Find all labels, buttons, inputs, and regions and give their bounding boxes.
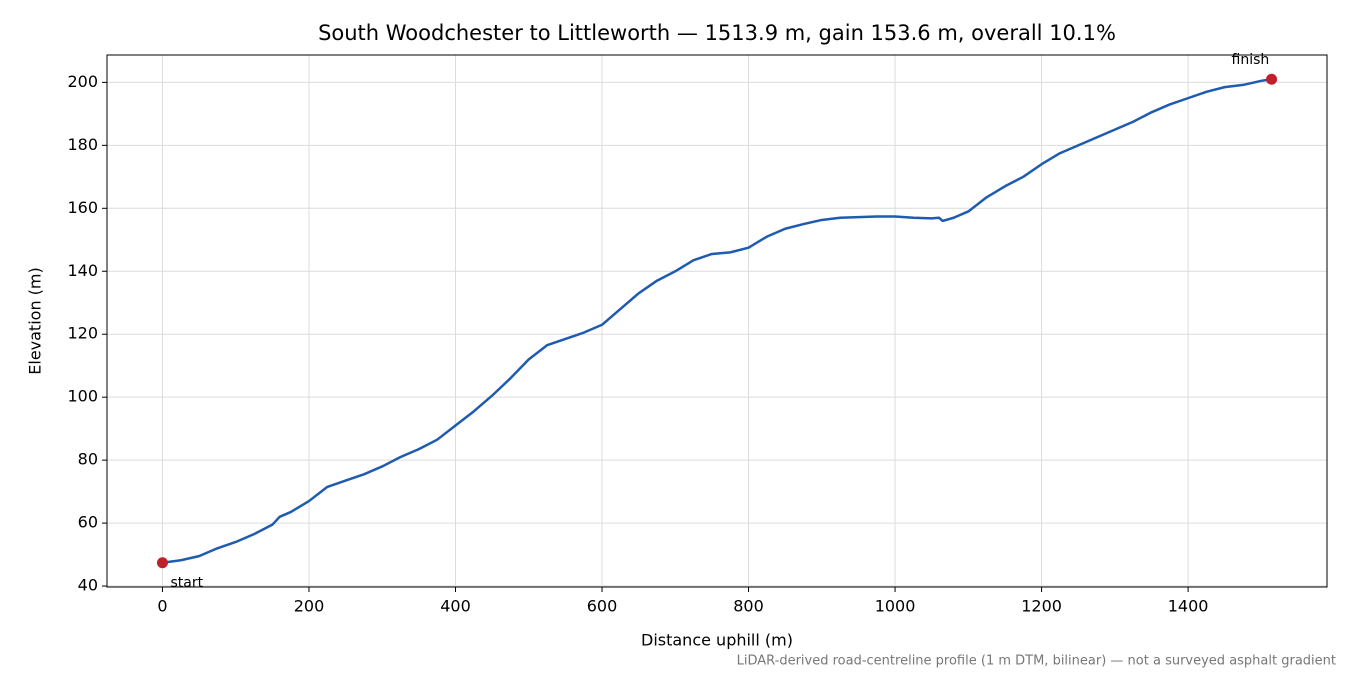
x-tick-label: 1000 [875,597,916,616]
y-tick-label: 180 [67,135,98,154]
y-tick-label: 160 [67,198,98,217]
plot-frame [106,54,1328,588]
y-tick-label: 60 [78,513,98,532]
x-tick-label: 400 [440,597,471,616]
x-tick-label: 0 [157,597,167,616]
endpoint-label: start [170,575,203,591]
y-axis-label: Elevation (m) [26,267,45,374]
endpoint-marker [1266,73,1278,85]
x-axis-label: Distance uphill (m) [641,631,793,650]
y-tick-label: 80 [78,450,98,469]
y-tick-label: 140 [67,261,98,280]
x-tick-label: 1400 [1168,597,1209,616]
footnote: LiDAR-derived road-centreline profile (1… [737,654,1336,669]
y-tick-label: 200 [67,72,98,91]
y-tick-label: 120 [67,324,98,343]
x-tick-label: 200 [294,597,325,616]
endpoint-marker [156,557,168,569]
x-tick-label: 1200 [1021,597,1062,616]
y-tick-label: 100 [67,387,98,406]
endpoint-label: finish [1232,52,1270,68]
elevation-line [162,78,1272,564]
x-tick-label: 800 [733,597,764,616]
chart-title: South Woodchester to Littleworth — 1513.… [318,21,1116,45]
y-tick-label: 40 [78,576,98,595]
x-tick-label: 600 [587,597,618,616]
